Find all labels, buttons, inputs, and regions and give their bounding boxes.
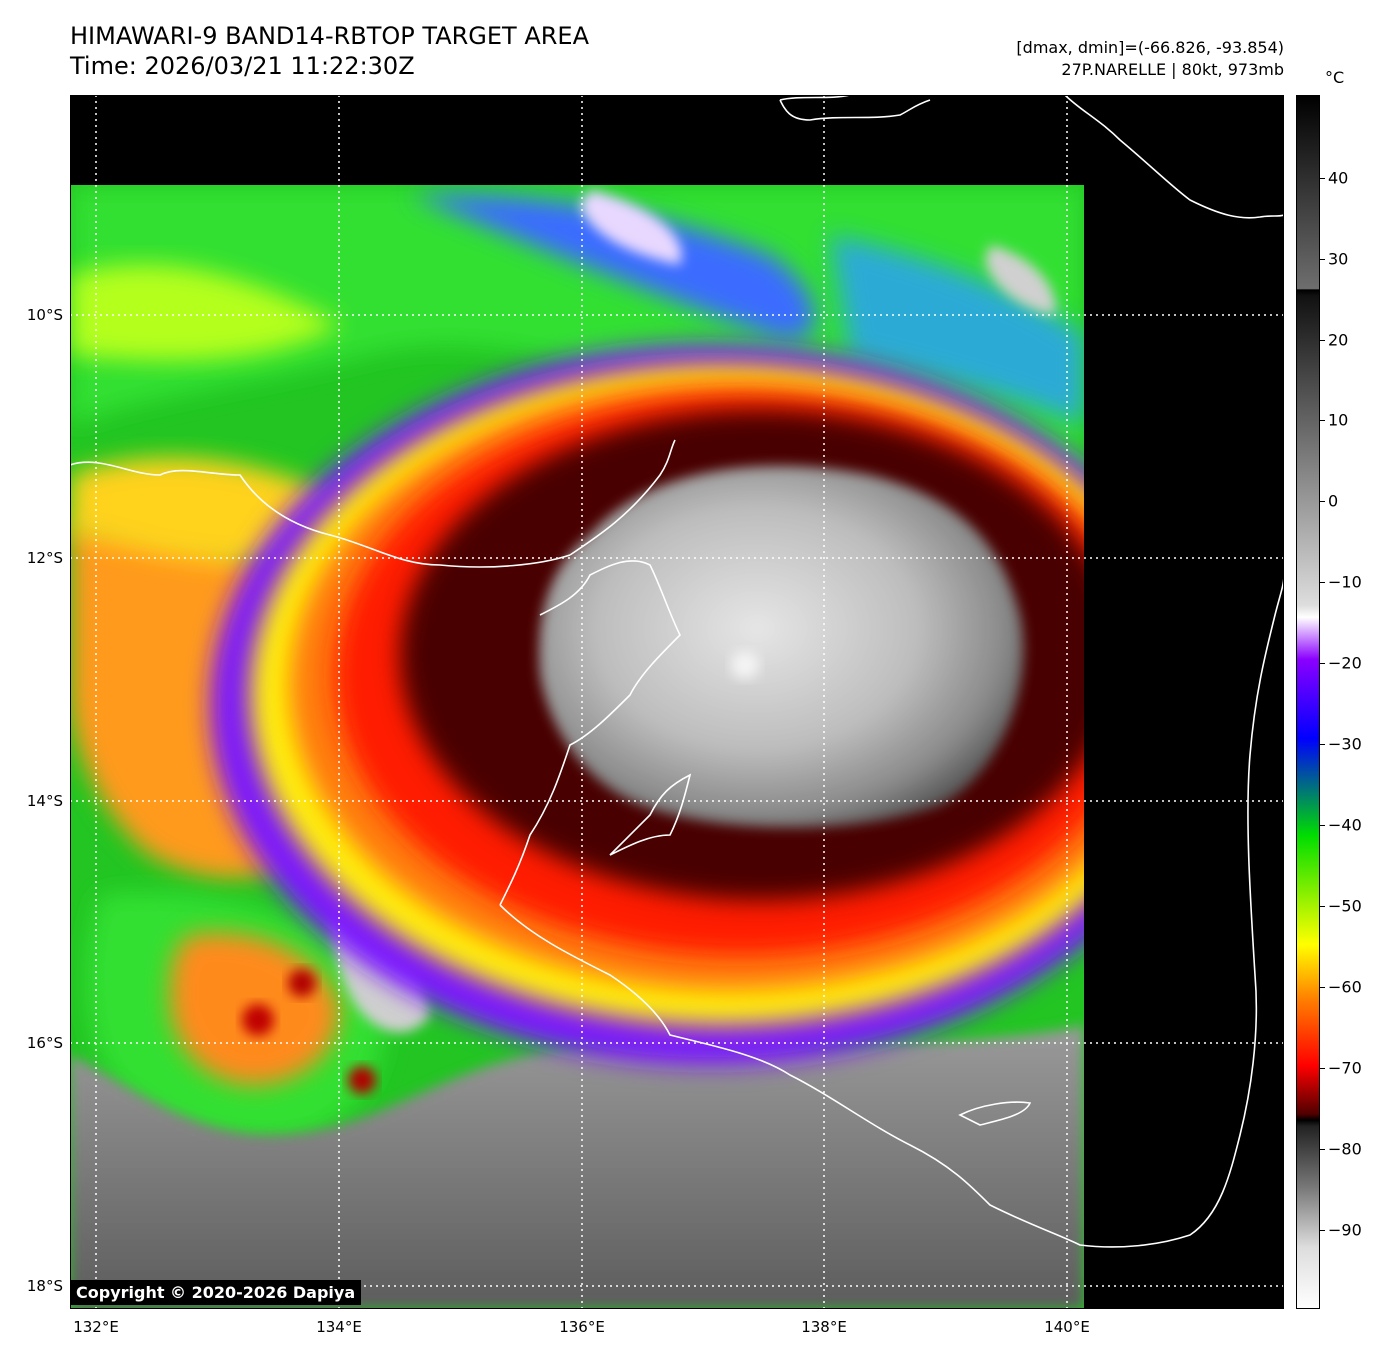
colorbar-tick-label: 40 xyxy=(1328,168,1349,188)
colorbar-tick xyxy=(1320,501,1325,502)
lon-label-134e: 134°E xyxy=(316,1318,362,1336)
lon-label-140e: 140°E xyxy=(1044,1318,1090,1336)
timestamp: Time: 2026/03/21 11:22:30Z xyxy=(70,52,415,80)
colorbar-tick xyxy=(1320,663,1325,664)
coastlines xyxy=(70,95,1284,1248)
colorbar-tick-label: −70 xyxy=(1328,1058,1362,1078)
colorbar-tick-label: −80 xyxy=(1328,1139,1362,1159)
colorbar-tick-label: −50 xyxy=(1328,896,1362,916)
lat-label-10s: 10°S xyxy=(26,306,63,324)
chart-title: HIMAWARI-9 BAND14-RBTOP TARGET AREA xyxy=(70,22,590,50)
lon-label-132e: 132°E xyxy=(73,1318,119,1336)
colorbar-tick-label: −90 xyxy=(1328,1220,1362,1240)
colorbar-tick-label: −60 xyxy=(1328,977,1362,997)
storm-info: 27P.NARELLE | 80kt, 973mb xyxy=(1061,60,1284,79)
colorbar-tick-label: 10 xyxy=(1328,410,1349,430)
colorbar-tick xyxy=(1320,420,1325,421)
temperature-range: [dmax, dmin]=(-66.826, -93.854) xyxy=(1016,38,1284,57)
lat-label-12s: 12°S xyxy=(26,549,63,567)
lat-label-14s: 14°S xyxy=(26,792,63,810)
map-frame xyxy=(70,95,1284,1309)
satellite-map xyxy=(70,95,1284,1309)
colorbar-tick-label: 20 xyxy=(1328,330,1349,350)
colorbar-tick xyxy=(1320,744,1325,745)
colorbar-tick xyxy=(1320,906,1325,907)
colorbar-tick xyxy=(1320,178,1325,179)
copyright-label: Copyright © 2020-2026 Dapiya xyxy=(70,1280,362,1305)
lat-label-16s: 16°S xyxy=(26,1034,63,1052)
graticule xyxy=(70,95,1284,1309)
colorbar-tick xyxy=(1320,825,1325,826)
lon-label-136e: 136°E xyxy=(559,1318,605,1336)
colorbar-tick-label: −40 xyxy=(1328,815,1362,835)
colorbar-tick-label: −20 xyxy=(1328,653,1362,673)
colorbar-tick xyxy=(1320,259,1325,260)
colorbar-tick xyxy=(1320,582,1325,583)
colorbar xyxy=(1296,95,1320,1309)
colorbar-tick xyxy=(1320,1068,1325,1069)
colorbar-tick-label: −30 xyxy=(1328,734,1362,754)
colorbar-tick-label: −10 xyxy=(1328,572,1362,592)
colorbar-tick-label: 30 xyxy=(1328,249,1349,269)
lat-label-18s: 18°S xyxy=(26,1277,63,1295)
infrared-imagery xyxy=(70,185,1084,1309)
colorbar-tick xyxy=(1320,1149,1325,1150)
colorbar-tick-label: 0 xyxy=(1328,491,1339,511)
colorbar-unit: °C xyxy=(1325,68,1345,87)
lon-label-138e: 138°E xyxy=(801,1318,847,1336)
colorbar-tick xyxy=(1320,1230,1325,1231)
colorbar-tick xyxy=(1320,987,1325,988)
colorbar-tick xyxy=(1320,340,1325,341)
